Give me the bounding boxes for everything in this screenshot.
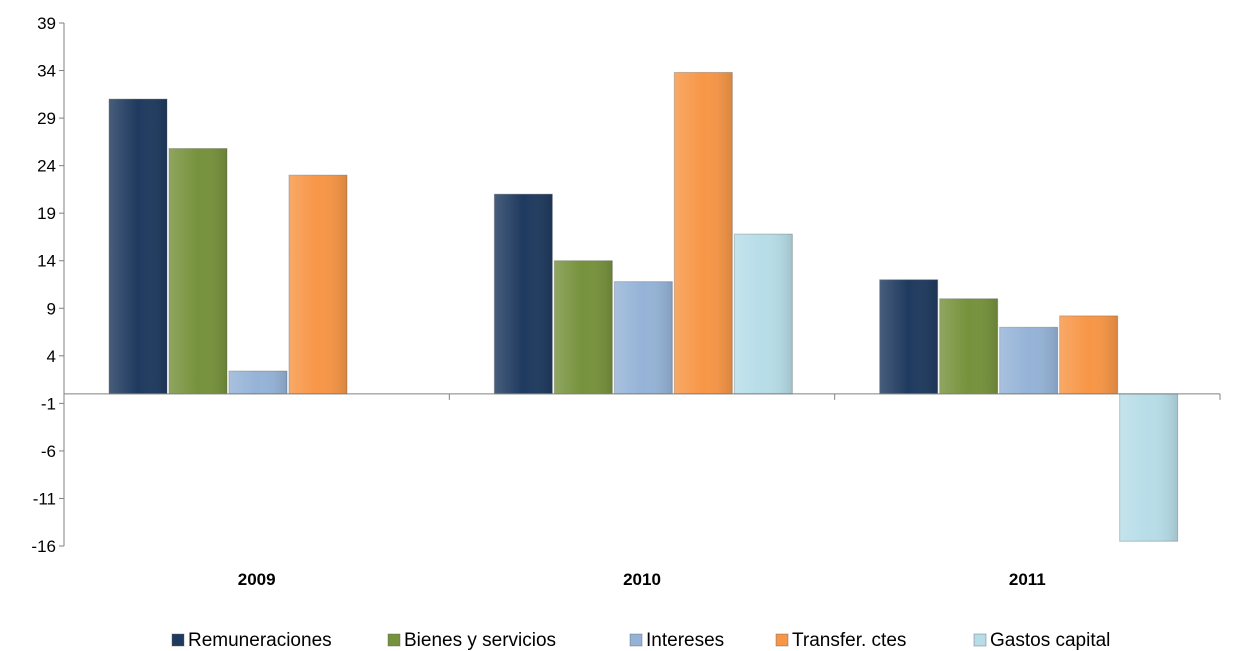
bar-shine	[999, 327, 1058, 394]
y-tick-label: 29	[37, 109, 56, 128]
y-tick-label: 9	[47, 299, 56, 318]
y-tick-label: -16	[31, 537, 56, 556]
bar-shine	[614, 281, 673, 394]
legend-swatch-bienes-y-servicios	[387, 633, 401, 647]
bar-shine	[879, 279, 938, 394]
legend-label-gastos-capital: Gastos capital	[990, 630, 1110, 651]
y-tick-label: 19	[37, 204, 56, 223]
legend-swatch-remuneraciones	[171, 633, 185, 647]
bar-shine	[229, 371, 287, 394]
legend: Remuneraciones Bienes y servicios Interese…	[171, 630, 1110, 651]
legend-label-bienes-y-servicios: Bienes y servicios	[404, 630, 556, 651]
y-tick-label: 24	[37, 157, 56, 176]
bar-shine	[939, 298, 998, 394]
legend-label-transfer-ctes: Transfer. ctes	[792, 630, 906, 651]
category-label: 2011	[1009, 570, 1046, 589]
legend-label-intereses: Intereses	[646, 630, 724, 651]
y-tick-label: 4	[47, 347, 56, 366]
bar-shine	[169, 148, 227, 394]
y-tick-label: 14	[37, 252, 56, 271]
bar-shine	[674, 72, 733, 394]
bar-shine	[1059, 315, 1118, 394]
y-tick-label: -6	[41, 442, 56, 461]
legend-swatch-intereses	[629, 633, 643, 647]
bar-shine	[734, 234, 793, 394]
y-tick-label: 39	[37, 14, 56, 33]
category-label: 2010	[623, 570, 661, 589]
bar-shine	[289, 175, 347, 394]
y-tick-label: 34	[37, 62, 56, 81]
bar-shine	[109, 99, 167, 394]
bar-shine	[554, 260, 613, 394]
plot-area: 39 34 29 24 19 14 9 4 -1 -6 -11 -16 2009 2010 2011	[31, 14, 1221, 589]
y-tick-label: -11	[33, 489, 56, 508]
legend-label-remuneraciones: Remuneraciones	[188, 630, 332, 651]
bar-shine	[1119, 393, 1178, 542]
legend-swatch-gastos-capital	[973, 633, 987, 647]
legend-swatch-transfer-ctes	[775, 633, 789, 647]
bar-shine	[494, 194, 553, 394]
category-label: 2009	[238, 570, 276, 589]
y-tick-label: -1	[41, 394, 56, 413]
